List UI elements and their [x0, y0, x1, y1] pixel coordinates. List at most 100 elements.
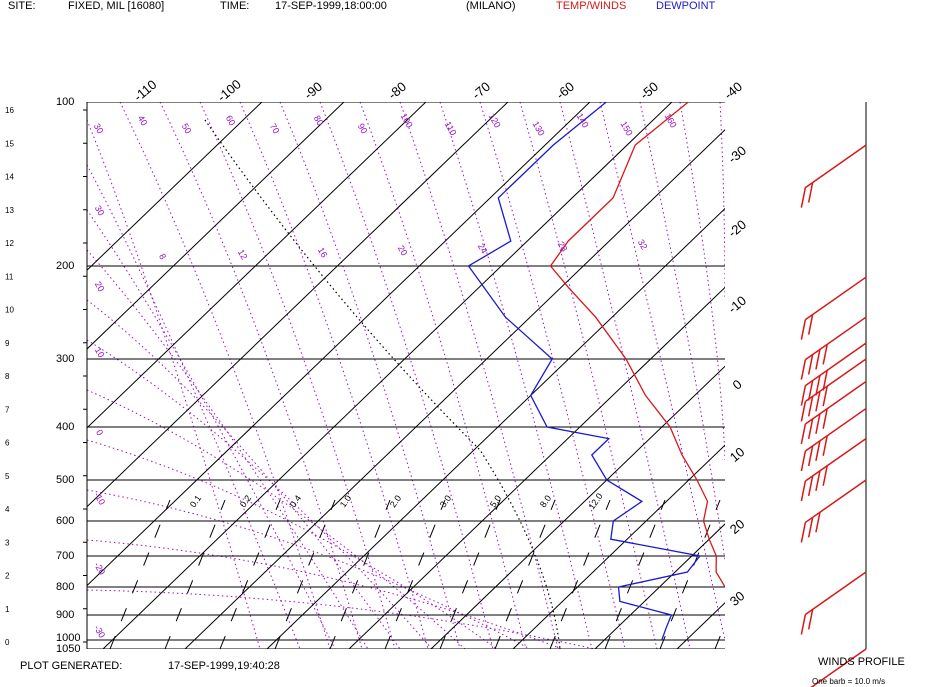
theta-label: 110 [443, 120, 459, 137]
left-axis-tick-label: 16 [5, 106, 14, 115]
pressure-label: 700 [56, 550, 74, 562]
dewpoint-profile-line [467, 102, 702, 641]
wind-barb-flag [807, 418, 814, 440]
isotherm-line [841, 102, 926, 649]
isotherm-line [87, 102, 345, 350]
isotherm-label-right: 30 [727, 588, 748, 609]
mixing-ratio-dashed [659, 499, 721, 649]
isotherm-label-right: 0 [730, 376, 745, 392]
mixing-ratio-curve [87, 249, 369, 649]
wind-barb-staff [804, 316, 867, 361]
pressure-label: 800 [56, 581, 74, 593]
wind-barb-flag [807, 182, 814, 203]
left-axis-tick-label: 2 [5, 572, 10, 581]
theta-e-label: 20 [396, 244, 410, 258]
isotherm-line [266, 207, 725, 649]
temperature-profile-line [549, 102, 725, 589]
mixing-ratio-dashed [549, 499, 611, 649]
wind-barb-flag [822, 386, 828, 407]
pressure-label: 100 [56, 96, 74, 108]
wind-barb-staff [810, 648, 867, 687]
left-axis-tick-label: 3 [5, 538, 10, 547]
wind-barb-flag [800, 480, 807, 502]
wind-barb-flag [800, 401, 807, 422]
theta-left-label: 30 [93, 204, 107, 218]
mixing-ratio-curve [119, 102, 331, 649]
left-axis-tick-label: 13 [5, 206, 14, 215]
isotherm-line [87, 102, 427, 429]
wind-barb-flag [815, 512, 821, 533]
isotherm-label: -50 [637, 79, 661, 103]
theta-label: 90 [356, 122, 370, 136]
site-value: FIXED, MIL [16080] [68, 0, 165, 12]
mixing-ratio-label: 8.0 [538, 493, 553, 509]
wind-barb-staff [804, 380, 867, 425]
left-axis-tick-label: 11 [5, 272, 14, 281]
wind-barb-flag [807, 445, 814, 467]
wind-barb [810, 648, 867, 687]
mixing-ratio-curve [279, 102, 461, 649]
left-axis-tick-label: 8 [5, 372, 10, 381]
wind-barb-flag [800, 385, 807, 406]
wind-barb-flag [800, 319, 807, 340]
mixing-ratio-curve [359, 102, 527, 649]
theta-e-label: 32 [636, 238, 650, 252]
isotherm-label-right: -10 [725, 293, 749, 317]
theta-left-label: -20 [92, 560, 107, 576]
theta-label: 150 [619, 119, 635, 137]
theta-label: 70 [268, 122, 282, 136]
isotherm-label: -70 [469, 79, 493, 103]
theta-e-label: 24 [476, 242, 490, 256]
wind-barb-flag [807, 396, 814, 417]
isotherm-line [512, 444, 725, 649]
wind-barb-flag [807, 380, 814, 401]
mixing-ratio-curve [599, 102, 725, 641]
wind-barb-flag [815, 440, 821, 461]
station-name: (MILANO) [466, 0, 516, 12]
mixing-ratio-curve [319, 102, 494, 649]
wind-barb-flag [822, 465, 828, 486]
wind-barb-flag [800, 614, 807, 635]
mixing-ratio-curve [87, 589, 596, 649]
isotherm-line [87, 102, 263, 271]
wind-barb-flag [807, 354, 814, 375]
left-axis-tick-label: 1 [5, 605, 10, 614]
mixing-ratio-dashed [164, 499, 226, 649]
pressure-label: 200 [56, 260, 74, 272]
theta-label: 30 [92, 122, 106, 136]
isotherm-line [594, 523, 725, 649]
wind-barb-flag [800, 423, 807, 445]
isotherm-line [87, 102, 591, 587]
left-axis-tick-label: 0 [5, 638, 10, 647]
winds-barb-note: One barb = 10.0 m/s [812, 677, 886, 686]
mixing-ratio-label: 2.0 [388, 493, 403, 509]
left-axis-tick-label: 7 [5, 405, 10, 414]
isotherm-label-right: 20 [727, 516, 748, 537]
theta-left-label: 20 [93, 280, 107, 294]
mixing-ratio-curve [87, 339, 433, 649]
wind-barb-flag [800, 187, 807, 208]
theta-label: 60 [224, 114, 238, 128]
mixing-ratio-dashed [274, 499, 336, 649]
wind-barb-flag [800, 450, 807, 472]
left-axis-tick-label: 6 [5, 439, 10, 448]
theta-label: 160 [663, 111, 679, 129]
mixing-ratio-curve [199, 102, 396, 649]
isotherm-line [102, 102, 673, 649]
mixing-ratio-curve [159, 102, 363, 649]
wind-barb-flag [822, 435, 828, 456]
winds-profile-title: WINDS PROFILE [818, 656, 905, 668]
mixing-ratio-curve [87, 299, 401, 649]
isotherm-label: -110 [131, 77, 160, 105]
time-label: TIME: [220, 0, 250, 12]
pressure-label: 1050 [56, 643, 80, 655]
wind-barb-flag [800, 522, 807, 543]
wind-barb-staff [804, 479, 867, 524]
wind-barb-staff [804, 276, 867, 321]
site-label: SITE: [8, 0, 36, 12]
left-axis-tick-label: 12 [5, 239, 14, 248]
wind-barb-flag [807, 314, 814, 335]
isotherm-label-right: -20 [725, 217, 749, 241]
mixing-ratio-curve [439, 102, 593, 649]
wind-barb [800, 407, 867, 472]
